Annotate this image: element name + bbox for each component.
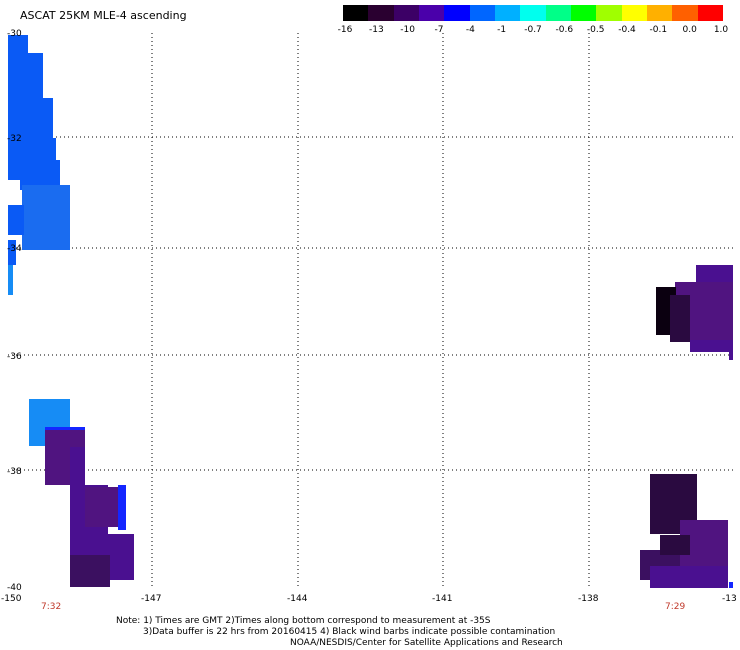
- swath-cell: [660, 535, 690, 555]
- swath-cell: [22, 185, 70, 250]
- color-scale-label: -16: [337, 25, 353, 35]
- lat-label: -38: [7, 467, 22, 477]
- color-scale-segment: [494, 5, 521, 21]
- color-scale-label: -0.7: [524, 25, 542, 35]
- color-scale-label: -10: [400, 25, 416, 35]
- lon-label: -138: [578, 594, 599, 604]
- color-scale-label: -1: [497, 25, 507, 35]
- longitude-labels: -150 -147 -144 -141 -138 -13: [1, 594, 737, 604]
- swath-cell: [650, 566, 728, 588]
- color-scale-segment: [596, 5, 622, 21]
- color-scale-segment: [570, 5, 597, 21]
- swath-cell: [8, 98, 53, 138]
- color-scale-segment: [545, 5, 571, 21]
- lat-label: -32: [7, 134, 22, 144]
- note-line-3: NOAA/NESDIS/Center for Satellite Applica…: [290, 638, 563, 648]
- lat-label: -34: [7, 244, 22, 254]
- swath-right-upper: [656, 265, 733, 360]
- color-scale-label: 0.0: [682, 25, 697, 35]
- color-scale-labels: -16 -13 -10 -7 -4 -1 -0.7 -0.6 -0.5 -0.4 -0.1 0.0 1.…: [338, 25, 729, 37]
- swath-cell: [118, 485, 126, 530]
- footnotes: Note: 1) Times are GMT 2)Times along bot…: [0, 614, 740, 650]
- swath-left-lower: [29, 399, 134, 587]
- color-scale-label: -0.6: [555, 25, 574, 35]
- swath-cell: [8, 265, 13, 295]
- color-scale-segment: [444, 5, 470, 21]
- swath-cell: [8, 240, 16, 265]
- lon-label: -147: [141, 594, 161, 604]
- color-scale-label: -4: [465, 25, 475, 35]
- swath-cell: [690, 340, 733, 352]
- swath-right-lower: [640, 474, 733, 588]
- pass-time-left: 7:32: [41, 602, 61, 612]
- color-scale-segment: [621, 5, 647, 21]
- lat-label: -36: [7, 352, 22, 362]
- swath-cell: [670, 295, 690, 342]
- lon-label: -150: [1, 594, 22, 604]
- swath-cell: [8, 205, 24, 235]
- swath-cell: [8, 35, 28, 53]
- swath-cell: [70, 555, 110, 587]
- swath-cell: [70, 447, 85, 485]
- lon-label: -141: [432, 594, 452, 604]
- color-scale-segment: [418, 5, 445, 21]
- lon-label: -13: [722, 594, 737, 604]
- color-scale-segment: [368, 5, 394, 21]
- swath-left-upper: [8, 35, 70, 295]
- color-scale-label: -7: [434, 25, 444, 35]
- color-scale-label: -0.4: [618, 25, 636, 35]
- note-line-2: 3)Data buffer is 22 hrs from 20160415 4)…: [143, 627, 556, 637]
- lat-label: -40: [7, 583, 22, 593]
- note-line-1: Note: 1) Times are GMT 2)Times along bot…: [116, 616, 491, 626]
- latitude-labels: -30 -32 -34 -36 -38 -40: [7, 29, 22, 593]
- color-scale-segment: [343, 5, 369, 21]
- swath-cell: [8, 53, 43, 98]
- color-scale-segment: [672, 5, 698, 21]
- color-scale-label: -0.1: [649, 25, 668, 35]
- color-scale-segment: [393, 5, 419, 21]
- pass-time-right: 7:29: [665, 602, 685, 612]
- color-scale-label: 1.0: [713, 25, 729, 35]
- map-title: ASCAT 25KM MLE-4 ascending: [20, 9, 187, 22]
- lon-label: -144: [287, 594, 308, 604]
- color-scale-segment: [520, 5, 546, 21]
- swath-cell: [729, 350, 733, 360]
- color-scale-label: -13: [368, 25, 384, 35]
- lat-label: -30: [7, 29, 22, 39]
- swath-cell: [729, 582, 733, 588]
- graticule: [8, 33, 733, 586]
- swath-cell: [108, 534, 134, 580]
- color-scale-label: -0.5: [586, 25, 605, 35]
- color-scale-segment: [697, 5, 723, 21]
- color-scale-bar: [343, 5, 723, 21]
- color-scale-segment: [469, 5, 495, 21]
- color-scale-segment: [646, 5, 673, 21]
